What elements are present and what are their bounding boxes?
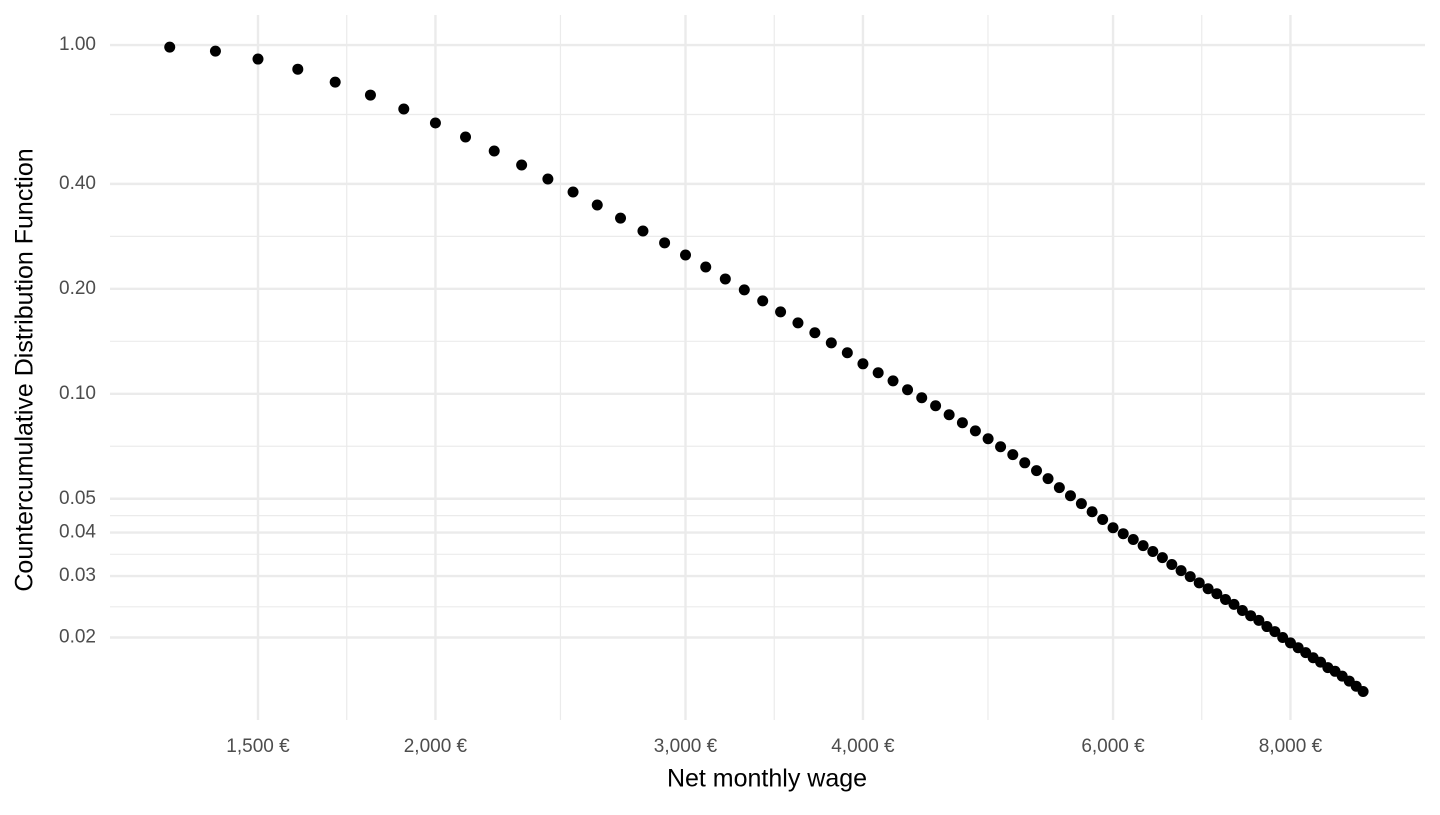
point (164, 41, 176, 53)
point (1202, 583, 1214, 595)
point (775, 306, 787, 318)
y-tick-label: 0.05 (59, 488, 96, 509)
point (329, 76, 341, 88)
point (615, 212, 627, 224)
grid (110, 15, 1425, 720)
point (398, 103, 410, 115)
y-tick-label: 1.00 (59, 34, 96, 55)
point (429, 117, 441, 129)
point (1137, 540, 1149, 552)
x-axis-title: Net monthly wage (667, 765, 867, 793)
x-tick-label: 6,000 € (1081, 736, 1145, 757)
point (542, 173, 554, 185)
x-tick-label: 1,500 € (226, 736, 290, 757)
point (956, 417, 968, 429)
point (1228, 598, 1240, 610)
x-tick-label: 3,000 € (654, 736, 718, 757)
point (637, 225, 649, 237)
point (252, 53, 264, 65)
point (825, 337, 837, 349)
point (1156, 552, 1168, 564)
point (1253, 614, 1265, 626)
point (1175, 565, 1187, 577)
point (943, 409, 955, 421)
point (969, 425, 981, 437)
point (591, 199, 603, 211)
point (1127, 534, 1139, 546)
point (902, 384, 914, 396)
point (516, 159, 528, 171)
y-tick-label: 0.04 (59, 522, 96, 543)
y-tick-label: 0.10 (59, 383, 96, 404)
point (1236, 605, 1248, 617)
point (209, 45, 221, 57)
point (1064, 490, 1076, 502)
x-tick-label: 4,000 € (831, 736, 895, 757)
point (1042, 473, 1054, 485)
point (1277, 632, 1289, 644)
y-axis-title: Countercumulative Distribution Function (11, 148, 39, 591)
point (916, 392, 928, 404)
y-tick-label: 0.40 (59, 173, 96, 194)
point (1166, 558, 1178, 570)
point (1193, 577, 1205, 589)
point (1211, 588, 1223, 600)
point (1245, 610, 1257, 622)
point (1184, 571, 1196, 583)
point (1107, 522, 1119, 534)
point (1097, 513, 1109, 525)
point (1019, 457, 1031, 469)
point (757, 295, 769, 307)
x-tick-label: 2,000 € (404, 736, 468, 757)
point (1269, 626, 1281, 638)
point (887, 375, 899, 387)
point (567, 186, 579, 198)
point (841, 347, 853, 359)
point (872, 367, 884, 379)
x-tick-label: 8,000 € (1259, 736, 1323, 757)
point (1147, 545, 1159, 557)
point (1075, 498, 1087, 510)
point (1261, 621, 1273, 633)
point (700, 261, 712, 273)
y-tick-label: 0.02 (59, 627, 96, 648)
point (982, 433, 994, 445)
point (809, 327, 821, 339)
point (488, 145, 500, 157)
point (1007, 449, 1019, 461)
point (719, 273, 731, 285)
point (930, 400, 942, 412)
point (1117, 528, 1129, 540)
point (680, 249, 692, 261)
point (792, 317, 804, 329)
point (995, 441, 1007, 453)
point (857, 358, 869, 370)
point (1219, 594, 1231, 606)
point (364, 89, 376, 101)
point (738, 284, 750, 296)
y-tick-label: 0.03 (59, 565, 96, 586)
points (164, 41, 1369, 698)
point (1357, 686, 1369, 698)
y-tick-label: 0.20 (59, 278, 96, 299)
point (1086, 506, 1098, 518)
point (659, 237, 671, 249)
point (460, 131, 472, 143)
point (1053, 482, 1065, 494)
point (1031, 465, 1043, 477)
point (292, 63, 304, 75)
